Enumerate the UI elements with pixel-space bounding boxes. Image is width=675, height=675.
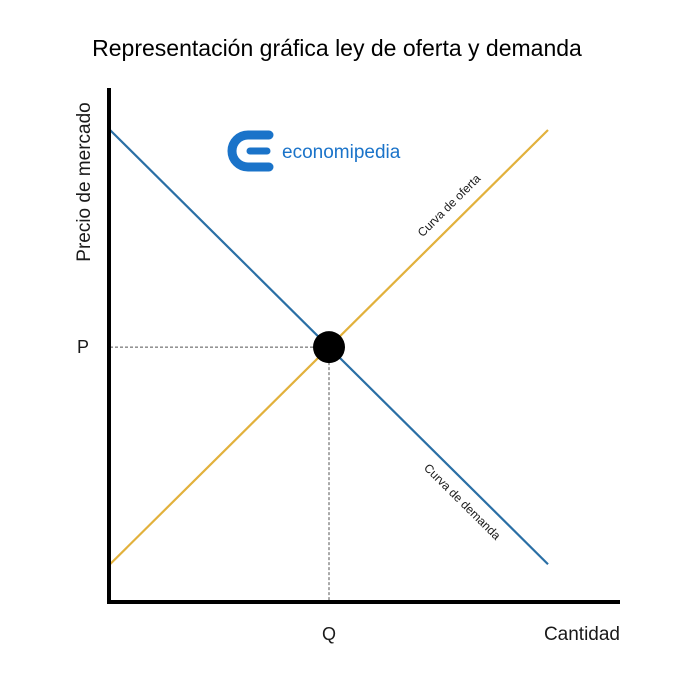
economipedia-logo-text: economipedia [282,142,401,163]
equilibrium-point [313,331,345,364]
equilibrium-guides [110,346,330,602]
economipedia-logo-icon [227,130,274,172]
y-axis-label: Precio de mercado [74,102,95,261]
y-tick-label-p: P [77,337,89,357]
x-tick-label-q: Q [322,624,336,644]
economipedia-logo: economipedia [227,130,401,172]
x-axis-label: Cantidad [544,624,620,645]
demand-curve-label: Curva de demanda [421,461,504,543]
chart-title: Representación gráfica ley de oferta y d… [92,35,582,61]
